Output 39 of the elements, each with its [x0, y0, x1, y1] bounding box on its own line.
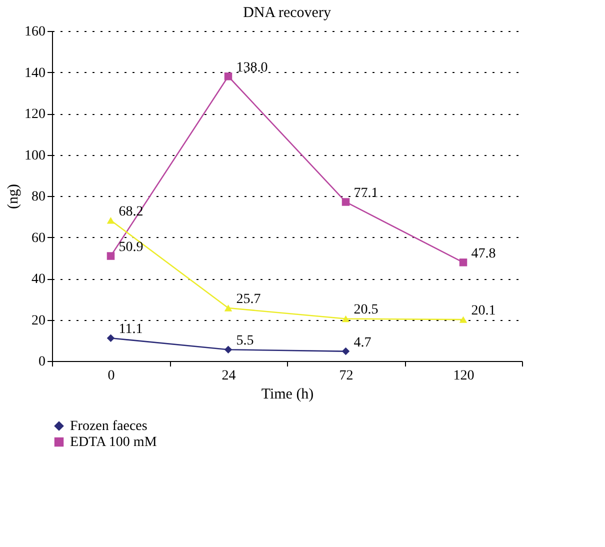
- point: [224, 304, 232, 312]
- data-label: 50.9: [118, 240, 144, 256]
- x-tick-label: 120: [453, 368, 474, 384]
- point: [342, 347, 350, 356]
- legend-label: EDTA 100 mM: [70, 435, 158, 450]
- x-tick-label: 0: [108, 368, 115, 384]
- data-label: 47.8: [471, 246, 496, 262]
- data-label: 5.5: [236, 334, 254, 349]
- y-axis-title: (ng): [6, 184, 22, 209]
- point: [106, 334, 115, 342]
- data-label: 20.1: [471, 304, 496, 319]
- y-tick-label: 100: [24, 148, 46, 164]
- y-tick-label: 0: [38, 354, 46, 370]
- data-label: 11.1: [118, 322, 143, 338]
- y-tick-label: 80: [32, 190, 46, 204]
- x-tick-label: 72: [339, 368, 354, 384]
- x-tick-label: 24: [222, 368, 236, 384]
- point: [224, 346, 232, 354]
- point: [459, 316, 468, 323]
- y-tick-label: 120: [24, 107, 46, 122]
- point: [106, 252, 115, 260]
- chart-title: DNA recovery: [243, 5, 332, 21]
- y-tick-label: 160: [24, 24, 46, 40]
- data-label: 20.5: [354, 302, 378, 318]
- data-label: 77.1: [354, 186, 378, 201]
- point: [106, 216, 115, 224]
- point: [459, 258, 468, 266]
- data-label: 4.7: [354, 335, 372, 350]
- data-label: 25.7: [236, 292, 261, 307]
- data-label: 138.0: [236, 60, 268, 76]
- point: [342, 198, 350, 206]
- y-tick-label: 140: [24, 66, 46, 81]
- legend-label: Frozen faeces: [70, 419, 148, 434]
- x-axis-title: Time (h): [261, 386, 314, 402]
- point: [342, 315, 350, 322]
- point: [224, 72, 232, 80]
- y-tick-label: 20: [32, 313, 46, 328]
- y-tick-label: 60: [32, 230, 46, 246]
- y-tick-label: 40: [32, 272, 46, 287]
